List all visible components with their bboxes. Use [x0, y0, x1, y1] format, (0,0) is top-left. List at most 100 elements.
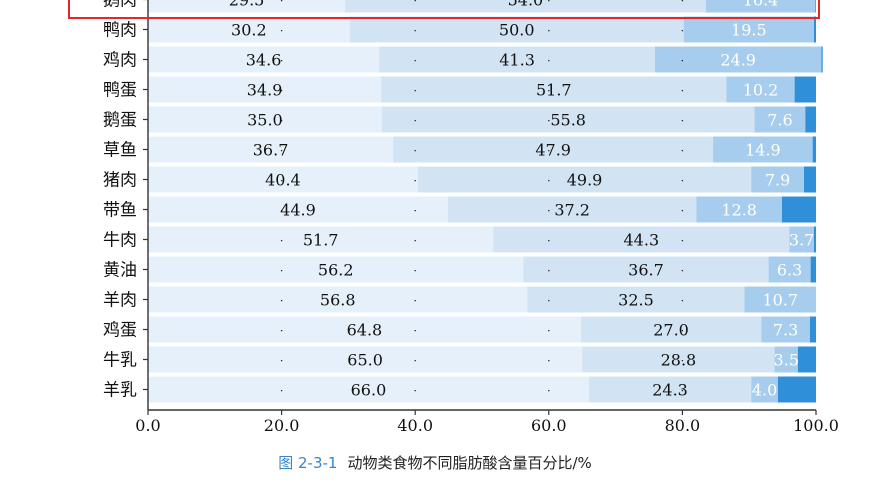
bar-segment [379, 46, 656, 73]
bar-segment [588, 376, 752, 403]
bar-segment [726, 76, 795, 103]
bar-segment [148, 76, 382, 103]
data-label: 41.3 [499, 51, 535, 70]
bar-segment [813, 16, 816, 43]
y-tick-label: 牛肉 [103, 231, 137, 251]
y-tick-label: 猪肉 [103, 171, 137, 191]
figure-caption: 图 2-3-1 动物类食物不同脂肪酸含量百分比/% [0, 452, 870, 473]
data-label: 19.5 [731, 21, 767, 40]
data-label: 50.0 [499, 21, 535, 40]
data-label: 40.4 [265, 171, 301, 190]
bar-segment [805, 106, 816, 133]
bar-segment [683, 16, 814, 43]
data-label: 34.6 [246, 51, 282, 70]
data-label: 30.2 [231, 21, 267, 40]
data-label: 24.3 [652, 381, 688, 400]
bar-segment [148, 256, 524, 283]
y-tick-label: 羊肉 [103, 291, 137, 311]
bar-segment [810, 256, 816, 283]
x-tick-label: 0.0 [135, 416, 160, 435]
data-label: 44.3 [624, 231, 660, 250]
data-label: 35.0 [247, 111, 283, 130]
bar-segment [148, 346, 583, 373]
bar-segment [493, 226, 790, 253]
bar-segment [696, 196, 782, 223]
y-tick-label: 羊乳 [103, 381, 137, 401]
y-tick-label: 带鱼 [103, 201, 137, 221]
data-label: 27.0 [653, 321, 689, 340]
bar-segment [381, 76, 727, 103]
data-label: 32.5 [618, 291, 654, 310]
bar-segment [754, 106, 806, 133]
bar-segment [148, 316, 581, 343]
bar-segment [148, 226, 494, 253]
data-label: 56.8 [320, 291, 356, 310]
y-tick-label: 鹅肉 [103, 0, 137, 11]
data-label: 7.9 [765, 171, 790, 190]
highlight-box [68, 0, 820, 19]
data-label: 37.2 [554, 201, 590, 220]
bar-segment [794, 76, 816, 103]
data-label: 49.9 [567, 171, 603, 190]
figure-number: 图 2-3-1 [278, 454, 338, 472]
y-tick-label: 黄油 [103, 261, 137, 281]
data-label: 36.7 [628, 261, 664, 280]
data-label: 6.3 [777, 261, 802, 280]
x-tick-label: 20.0 [264, 416, 300, 435]
bar-segment [789, 226, 814, 253]
bar-segment [781, 196, 816, 223]
bar-segment [148, 376, 589, 403]
bar-segment [580, 316, 762, 343]
bar-segment [148, 196, 448, 223]
data-label: 34.9 [247, 81, 283, 100]
data-label: 51.7 [536, 81, 572, 100]
bar-segment [523, 256, 769, 283]
data-label: 12.8 [721, 201, 757, 220]
data-label: 3.5 [774, 351, 799, 370]
bar-segment [582, 346, 775, 373]
data-label: 29.5 [229, 0, 265, 10]
data-label: 28.8 [661, 351, 697, 370]
y-tick-label: 鸡蛋 [103, 321, 137, 341]
bar-segment [148, 106, 382, 133]
y-tick-label: 鸭肉 [103, 21, 137, 41]
y-tick-label: 牛乳 [103, 351, 137, 371]
x-tick-label: 80.0 [665, 416, 701, 435]
bar-segment [713, 136, 813, 163]
bar-segment [148, 166, 418, 193]
x-tick-label: 40.0 [397, 416, 433, 435]
data-label: 36.7 [253, 141, 289, 160]
bar-segment [148, 136, 394, 163]
data-label: 16.4 [743, 0, 779, 10]
data-label: 10.2 [743, 81, 779, 100]
data-label: 10.7 [762, 291, 798, 310]
y-tick-label: 鸡肉 [103, 51, 137, 71]
bar-segment [821, 46, 823, 73]
bar-segment [447, 196, 697, 223]
data-label: 66.0 [351, 381, 387, 400]
bar-segment [148, 0, 346, 13]
bar-segment [751, 166, 804, 193]
data-label: 54.0 [508, 0, 544, 10]
bar-segment [813, 226, 816, 253]
x-tick-label: 60.0 [531, 416, 567, 435]
bar-segment [655, 46, 822, 73]
figure-title: 动物类食物不同脂肪酸含量百分比/% [347, 454, 592, 472]
bar-segment [797, 346, 816, 373]
bar-segment [812, 136, 816, 163]
bar-segment [381, 106, 755, 133]
bar-segment [148, 16, 350, 43]
bar-segment [349, 16, 684, 43]
y-tick-label: 草鱼 [103, 141, 137, 161]
data-label: 51.7 [303, 231, 339, 250]
bar-segment [751, 376, 778, 403]
bar-segment [345, 0, 706, 13]
bar-segment [809, 316, 816, 343]
bar-segment [527, 286, 745, 313]
bar-segment [148, 46, 380, 73]
bar-segment [417, 166, 752, 193]
data-label: 56.2 [318, 261, 354, 280]
x-tick-label: 100.0 [793, 416, 839, 435]
data-label: 4.0 [752, 381, 777, 400]
